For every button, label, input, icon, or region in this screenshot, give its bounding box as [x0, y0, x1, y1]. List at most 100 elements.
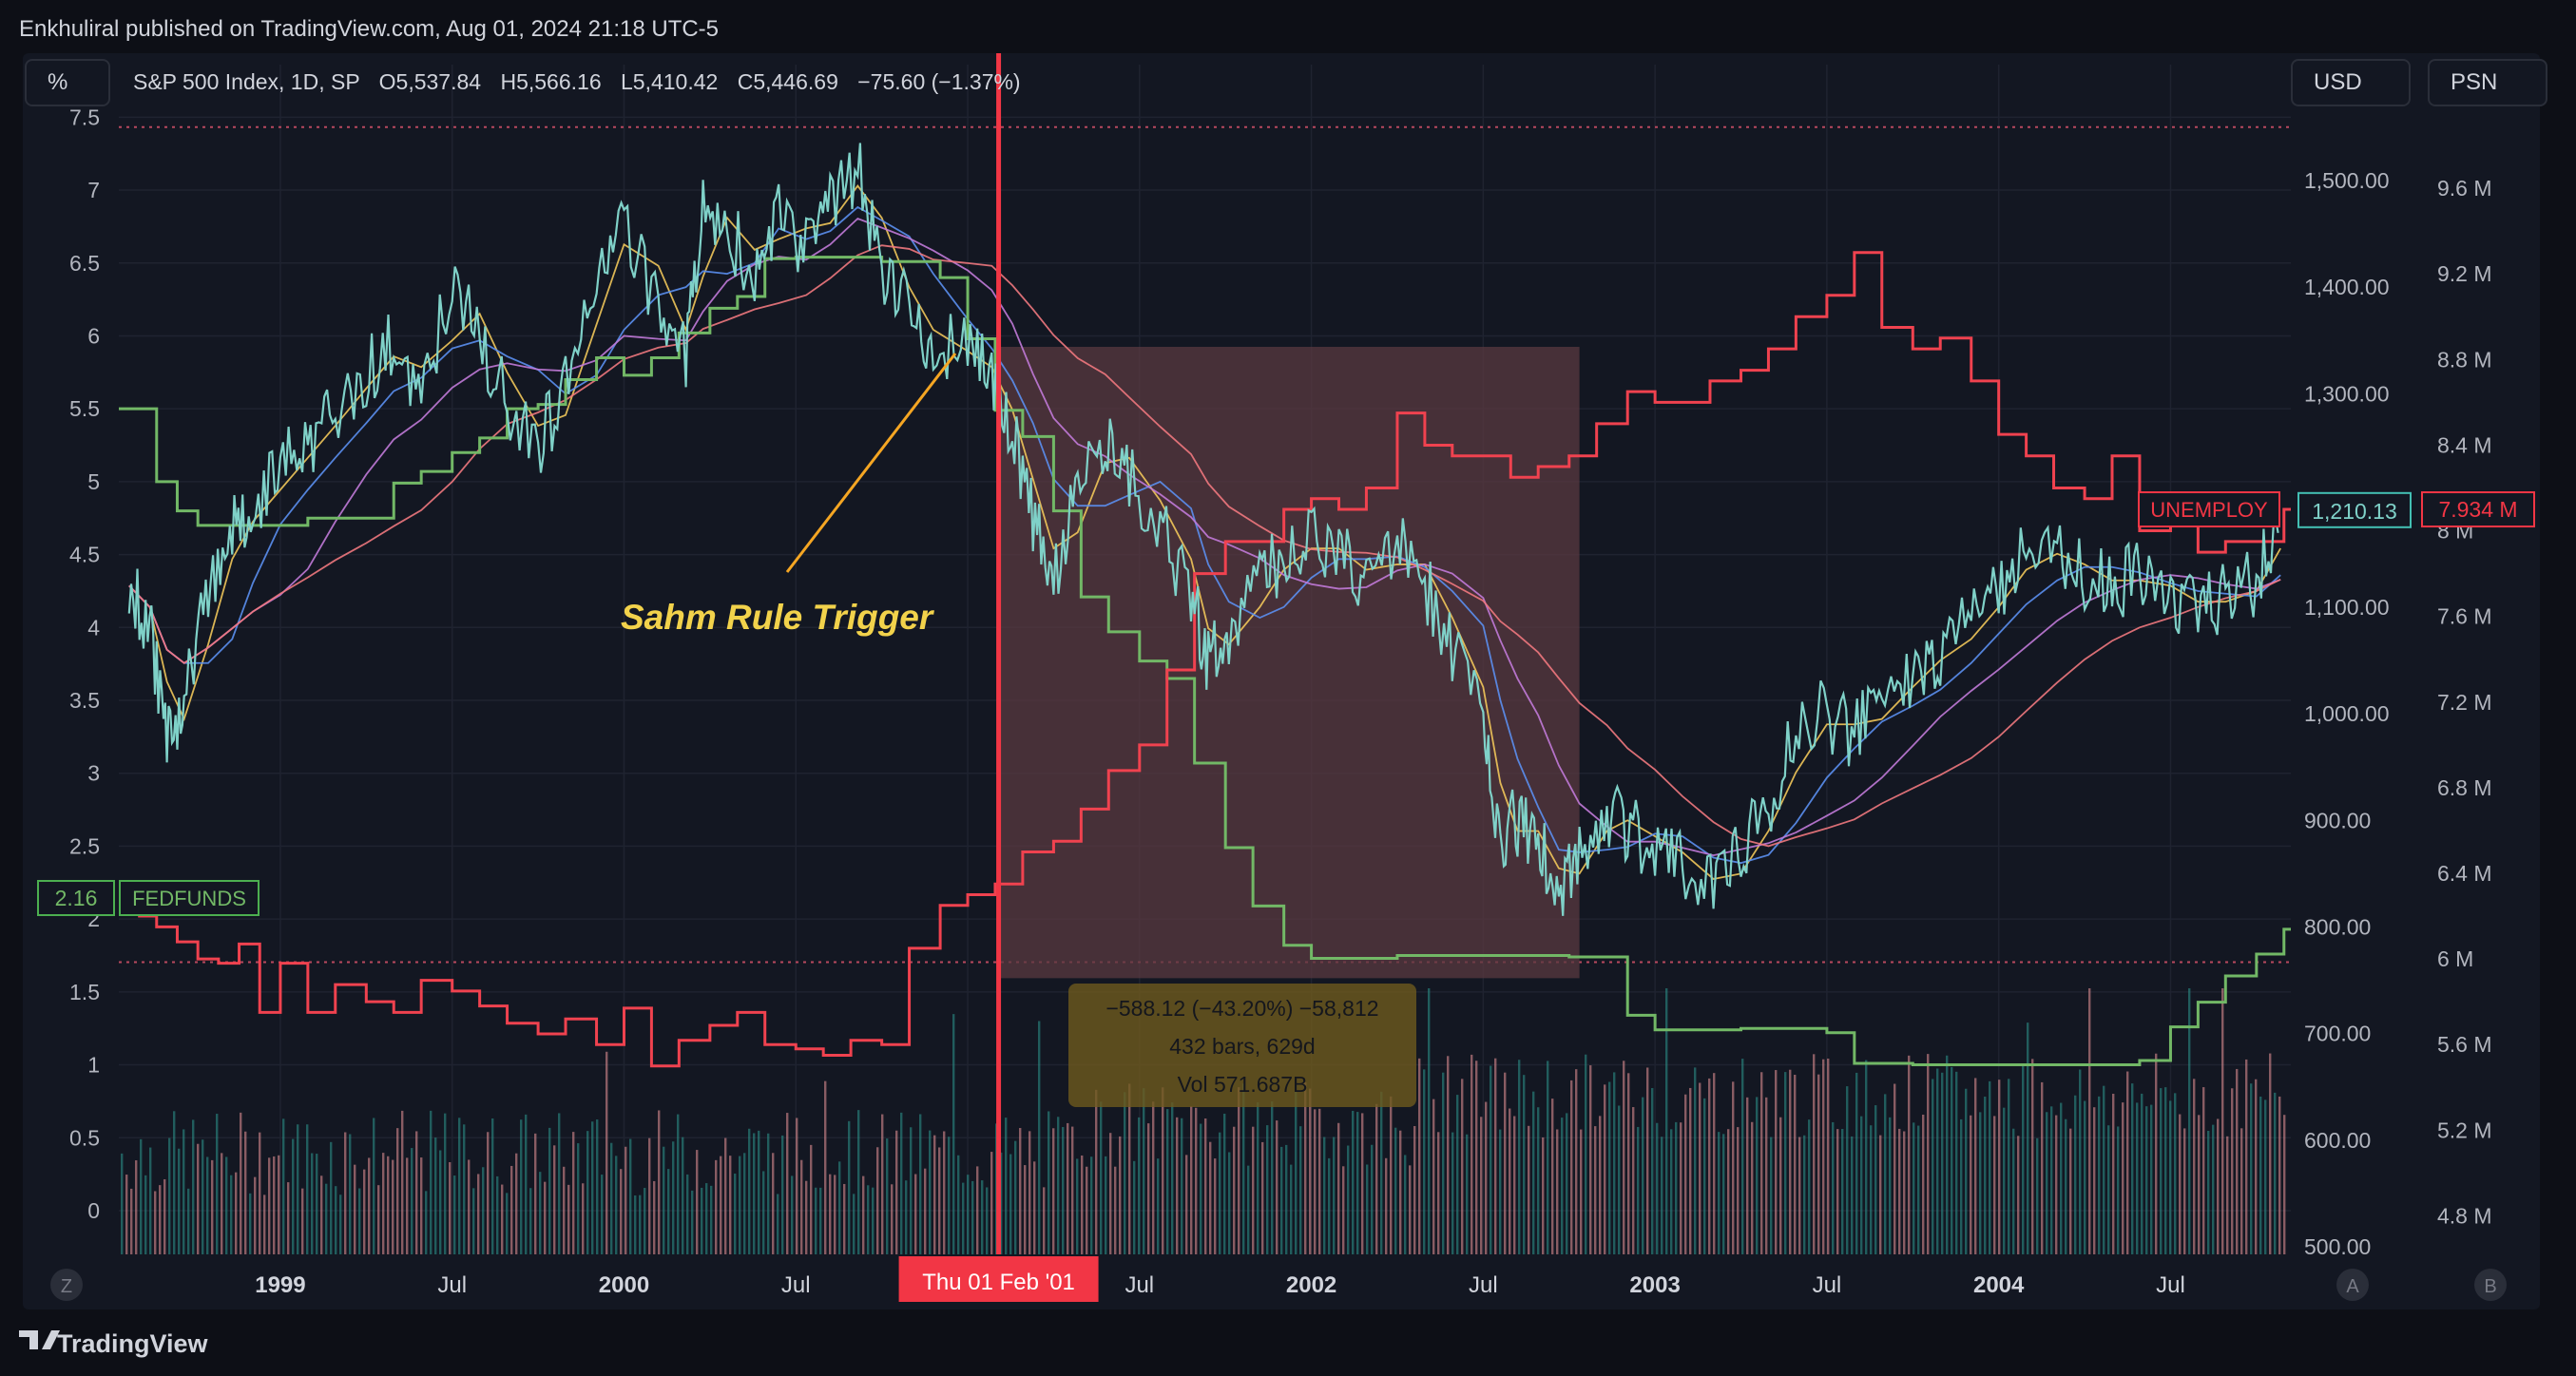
volume-bar [463, 1124, 466, 1254]
volume-bar [2259, 1096, 2262, 1254]
volume-bar [320, 1175, 323, 1254]
volume-bar [2107, 1125, 2110, 1254]
volume-bar [1970, 1115, 1972, 1254]
price-tick-label: 800.00 [2304, 914, 2371, 939]
volume-bar [2212, 1124, 2215, 1254]
volume-bar [1304, 1082, 1307, 1254]
volume-bar [867, 1185, 870, 1254]
volume-bar [2084, 1100, 2086, 1254]
volume-bar [287, 1182, 290, 1254]
volume-bar [596, 1119, 599, 1254]
volume-bar [1884, 1094, 1887, 1254]
measure-tooltip-line: −588.12 (−43.20%) −58,812 [1105, 996, 1378, 1021]
unemploy-tick-label: 7.2 M [2437, 690, 2492, 715]
volume-bar [1974, 1078, 1977, 1254]
volume-bar [1048, 1111, 1050, 1254]
volume-bar [1993, 1116, 1996, 1254]
volume-bar [1637, 1126, 1640, 1254]
volume-bar [2160, 1088, 2163, 1254]
volume-bar [1466, 1134, 1469, 1254]
volume-bar [634, 1194, 637, 1254]
unemploy-name-text: UNEMPLOY [2150, 498, 2268, 522]
volume-bar [582, 1183, 585, 1254]
volume-bar [1380, 1091, 1383, 1254]
volume-bar [1984, 1097, 1987, 1254]
left-tick-label: 2.5 [69, 833, 100, 858]
axis-round-button[interactable]: Z [50, 1269, 83, 1301]
volume-bar [1147, 1123, 1150, 1254]
volume-bar [163, 1178, 166, 1254]
volume-bar [1485, 1101, 1488, 1254]
volume-bars [121, 988, 2286, 1254]
volume-bar [1746, 1097, 1749, 1254]
volume-bar [2221, 988, 2224, 1254]
volume-bar [610, 1142, 613, 1254]
volume-bar [1513, 1116, 1516, 1254]
volume-bar [1090, 1156, 1093, 1254]
volume-bar [373, 1118, 375, 1254]
left-tick-label: 3.5 [69, 688, 100, 713]
volume-bar [358, 1188, 361, 1254]
header-text: Enkhuliral published on TradingView.com,… [19, 16, 719, 42]
volume-bar [796, 1118, 798, 1254]
volume-bar [225, 1156, 228, 1254]
volume-bar [815, 1187, 817, 1254]
legend-open: O5,537.84 [379, 69, 482, 94]
volume-bar [1874, 1105, 1877, 1254]
axis-round-button[interactable]: B [2474, 1269, 2507, 1301]
volume-bar [1523, 1075, 1526, 1254]
volume-bar [392, 1159, 394, 1254]
volume-bar [1675, 1121, 1678, 1254]
volume-bar [2065, 1118, 2067, 1254]
volume-bar [363, 1169, 366, 1254]
tradingview-brand[interactable]: TradingView [19, 1329, 209, 1358]
volume-bar [1561, 1118, 1564, 1254]
axis-round-button[interactable]: A [2336, 1269, 2369, 1301]
volume-bar [805, 1180, 808, 1254]
volume-bar [2207, 1130, 2210, 1254]
annotation-text: Sahm Rule Trigger [621, 598, 935, 637]
volume-bar [1580, 1129, 1583, 1254]
volume-bar [2060, 1102, 2063, 1254]
volume-bar [1732, 1081, 1735, 1254]
volume-bar [2055, 1115, 2058, 1254]
volume-bar [1808, 1119, 1811, 1254]
volume-bar [1166, 1109, 1169, 1254]
volume-bar [667, 1169, 670, 1254]
volume-bar [1689, 1087, 1692, 1254]
volume-bar [1760, 1072, 1763, 1254]
percent-scale-button[interactable]: % [25, 59, 110, 106]
volume-bar [1575, 1069, 1578, 1254]
legend-change: −75.60 (−1.37%) [857, 69, 1020, 94]
volume-bar [130, 1188, 133, 1254]
volume-bar [2226, 1136, 2229, 1254]
volume-bar [1076, 1158, 1079, 1254]
volume-bar [891, 1184, 894, 1254]
volume-bar [1413, 1125, 1416, 1254]
currency-button[interactable]: USD [2291, 59, 2411, 106]
left-tick-label: 1 [87, 1053, 100, 1078]
volume-bar [1361, 1113, 1364, 1254]
volume-bar [1423, 1069, 1426, 1254]
volume-bar [1594, 1126, 1597, 1254]
volume-bar [192, 1119, 195, 1254]
unemploy-tick-label: 5.6 M [2437, 1032, 2492, 1057]
volume-bar [1143, 1088, 1145, 1254]
spx-price-line [127, 143, 2279, 916]
unemploy-tick-label: 5.2 M [2437, 1118, 2492, 1142]
psn-button[interactable]: PSN [2428, 59, 2547, 106]
volume-bar [1613, 1072, 1616, 1254]
axis-round-button-bg [50, 1269, 83, 1301]
volume-bar [1290, 1164, 1293, 1254]
volume-bar [639, 1194, 642, 1254]
volume-bar [2250, 1083, 2253, 1254]
volume-bar [1318, 1108, 1321, 1254]
volume-bar [1889, 1117, 1892, 1254]
volume-bar [1651, 1088, 1654, 1254]
volume-bar [501, 1184, 504, 1254]
price-labels: Thu 01 Feb '01 1,210.13 7.934 M UNEMPLOY 2.1… [37, 491, 2535, 1302]
volume-bar [472, 1188, 475, 1254]
volume-bar [1870, 1125, 1873, 1254]
fedfunds-name-box [119, 880, 260, 916]
